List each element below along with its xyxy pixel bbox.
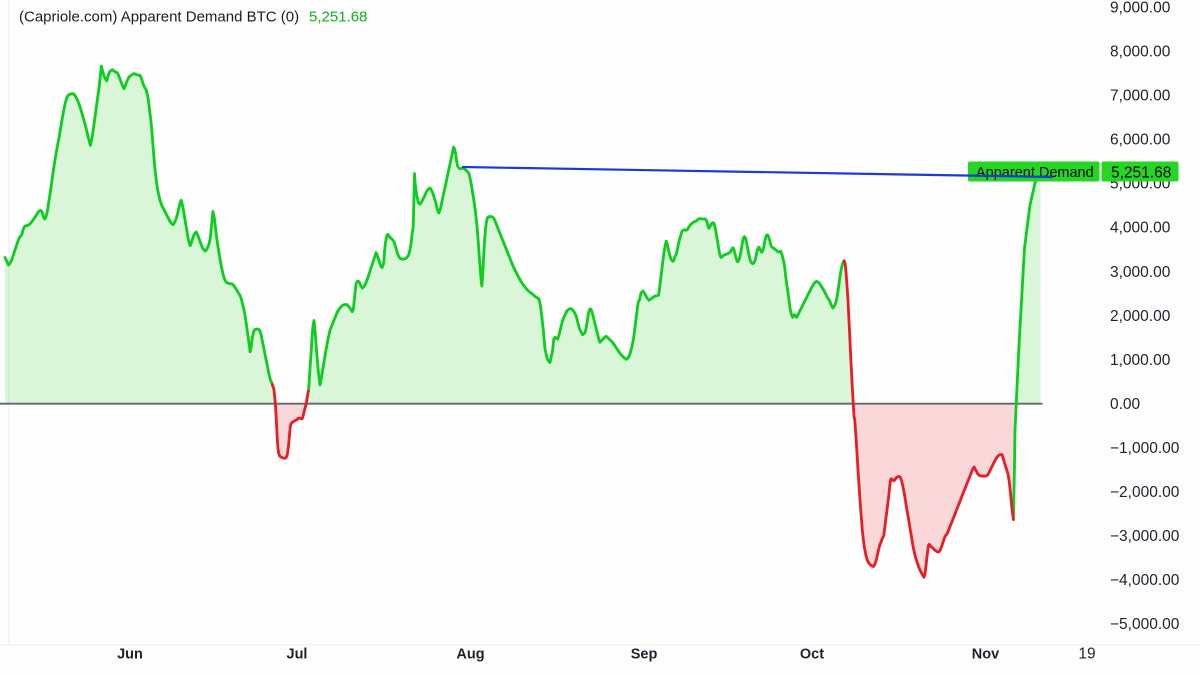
svg-text:Apparent Demand: Apparent Demand — [976, 165, 1094, 181]
svg-text:−4,000.00: −4,000.00 — [1110, 572, 1180, 589]
svg-text:Oct: Oct — [800, 647, 824, 663]
svg-text:6,000.00: 6,000.00 — [1110, 132, 1171, 149]
svg-text:9,000.00: 9,000.00 — [1110, 0, 1171, 16]
svg-text:1,000.00: 1,000.00 — [1110, 352, 1171, 369]
svg-text:4,000.00: 4,000.00 — [1110, 220, 1171, 237]
svg-text:19: 19 — [1078, 646, 1095, 663]
svg-text:Sep: Sep — [631, 647, 658, 663]
svg-text:−2,000.00: −2,000.00 — [1110, 484, 1180, 501]
svg-text:Aug: Aug — [456, 647, 484, 663]
svg-text:7,000.00: 7,000.00 — [1110, 88, 1171, 105]
svg-text:8,000.00: 8,000.00 — [1110, 44, 1171, 61]
svg-text:(Capriole.com) Apparent Demand: (Capriole.com) Apparent Demand BTC (0) — [19, 9, 299, 26]
svg-text:5,251.68: 5,251.68 — [1111, 164, 1171, 181]
svg-text:Nov: Nov — [972, 647, 999, 663]
svg-text:Jun: Jun — [117, 647, 143, 663]
svg-text:0.00: 0.00 — [1110, 396, 1141, 413]
svg-text:Jul: Jul — [287, 647, 308, 663]
svg-text:−3,000.00: −3,000.00 — [1110, 528, 1180, 545]
svg-text:3,000.00: 3,000.00 — [1110, 264, 1171, 281]
svg-text:−5,000.00: −5,000.00 — [1110, 616, 1180, 633]
svg-text:−1,000.00: −1,000.00 — [1110, 440, 1180, 457]
svg-text:2,000.00: 2,000.00 — [1110, 308, 1171, 325]
svg-text:5,251.68: 5,251.68 — [309, 9, 367, 26]
